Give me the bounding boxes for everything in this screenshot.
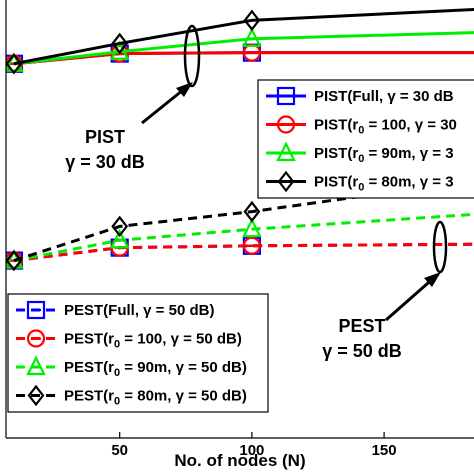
pest-annotation-title: PEST bbox=[338, 316, 385, 336]
pest-annotation-gamma: γ = 50 dB bbox=[322, 341, 402, 361]
legend-0-label-0: PIST(Full, γ = 30 dB bbox=[314, 88, 454, 105]
pest-group-ellipse bbox=[432, 220, 448, 274]
pest-arrow-line bbox=[385, 274, 437, 322]
x-tick-label-1: 100 bbox=[239, 442, 264, 459]
legend-1-swatch-marker-1 bbox=[26, 329, 46, 348]
pist-arrow-head bbox=[176, 82, 193, 97]
pist-group-ellipse bbox=[183, 24, 201, 88]
pest-arrow-head bbox=[424, 272, 441, 287]
series-7-point-0 bbox=[6, 249, 23, 272]
series-1-point-2 bbox=[242, 43, 261, 62]
legend-box-1 bbox=[7, 293, 269, 413]
series-line-3 bbox=[13, 7, 474, 66]
legends: PIST(Full, γ = 30 dB PIST(r0 = 100, γ = 3… bbox=[7, 79, 474, 413]
series-line-5 bbox=[13, 242, 474, 263]
legend-0-swatch-marker-3 bbox=[277, 170, 295, 193]
legend-1-swatch-marker-3 bbox=[27, 384, 45, 407]
pist-annotation-gamma: γ = 30 dB bbox=[65, 152, 145, 172]
series-7-point-1 bbox=[111, 215, 129, 238]
legend-0-swatch-marker-2 bbox=[276, 141, 296, 162]
legend-0-swatch-marker-0 bbox=[276, 86, 296, 106]
legend-box-0 bbox=[257, 79, 474, 199]
legend-0-label-3: PIST(r0 = 80m, γ = 3 bbox=[314, 174, 454, 194]
legend-0-swatch-marker-1 bbox=[276, 115, 296, 134]
legend-0-label-1: PIST(r0 = 100, γ = 30 bbox=[314, 117, 457, 137]
legend-1-label-0: PEST(Full, γ = 50 dB) bbox=[64, 302, 214, 319]
pist-annotation-title: PIST bbox=[85, 127, 125, 147]
legend-1-label-2: PEST(r0 = 90m, γ = 50 dB) bbox=[64, 359, 247, 379]
x-axis-label: No. of nodes (N) bbox=[174, 451, 305, 470]
series-2-point-2 bbox=[242, 27, 262, 47]
series-2-point-1 bbox=[109, 40, 130, 60]
legend-0-label-2: PIST(r0 = 90m, γ = 3 bbox=[314, 145, 454, 165]
legend-1-swatch-marker-0 bbox=[26, 300, 46, 320]
series-3-point-1 bbox=[111, 32, 129, 55]
series-5-point-2 bbox=[242, 236, 261, 255]
series-6-point-2 bbox=[242, 217, 262, 238]
annotations: PIST γ = 30 dB PEST γ = 50 dB bbox=[65, 24, 448, 361]
series-3-point-2 bbox=[243, 9, 261, 32]
legend-1-swatch-marker-2 bbox=[26, 355, 46, 376]
series-7-point-2 bbox=[243, 200, 261, 223]
x-tick-label-2: 150 bbox=[372, 442, 397, 459]
plot-area bbox=[6, 7, 474, 272]
x-tick-label-0: 50 bbox=[111, 442, 128, 459]
series-line-6 bbox=[13, 212, 474, 263]
legend-1-label-1: PEST(r0 = 100, γ = 50 dB) bbox=[64, 331, 242, 351]
legend-1-label-3: PEST(r0 = 80m, γ = 50 dB) bbox=[64, 388, 247, 408]
series-3-point-0 bbox=[6, 52, 23, 75]
series-6-point-1 bbox=[109, 228, 130, 249]
axes: 50 100 150 bbox=[5, 0, 474, 459]
